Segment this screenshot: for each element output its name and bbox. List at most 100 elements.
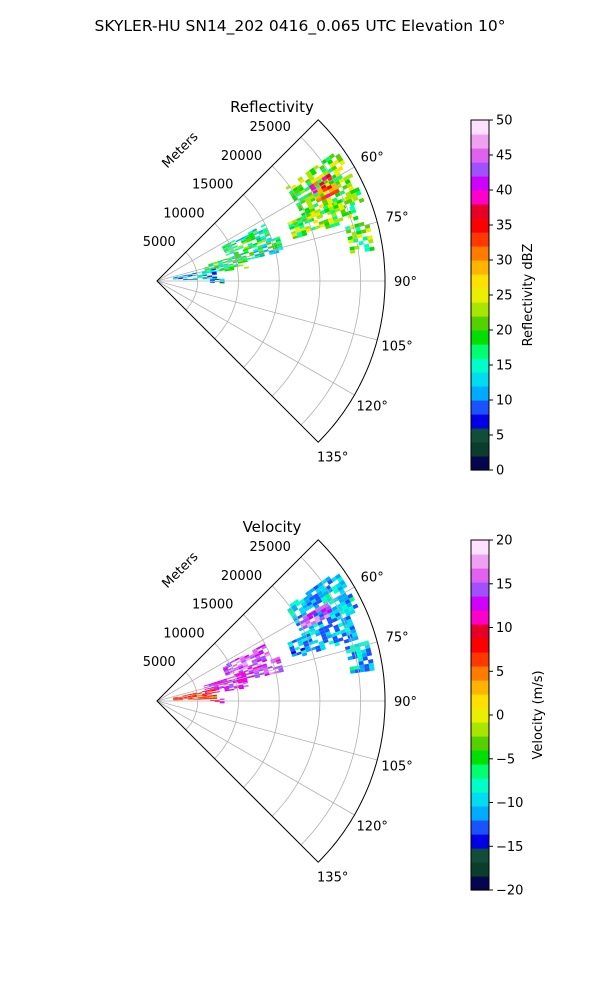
echo-cell — [197, 693, 202, 695]
echo-cell — [256, 663, 262, 667]
echo-cell — [241, 239, 247, 244]
echo-cell — [234, 252, 240, 256]
echo-cell — [334, 207, 341, 213]
echo-cell — [299, 619, 306, 625]
echo-cell — [364, 247, 370, 252]
echo-cell — [197, 698, 203, 700]
echo-cell — [212, 695, 218, 698]
echo-cell — [228, 266, 234, 269]
echo-cell — [178, 698, 183, 700]
echo-cell — [312, 601, 319, 607]
echo-cell — [250, 237, 256, 241]
echo-cell — [204, 268, 210, 271]
echo-cell — [319, 210, 326, 215]
echo-cell — [302, 624, 308, 630]
echo-cell — [332, 185, 339, 191]
echo-cell — [209, 687, 215, 690]
echo-cell — [295, 601, 301, 607]
velocity-title: Velocity — [243, 518, 302, 536]
echo-cell — [313, 164, 320, 171]
echo-cell — [347, 655, 353, 661]
echo-cell — [264, 671, 270, 675]
echo-cell — [337, 202, 344, 208]
echo-cell — [308, 625, 315, 630]
echo-cell — [257, 664, 263, 669]
echo-cell — [314, 209, 320, 214]
echo-cell — [228, 684, 234, 687]
echo-cell — [349, 189, 356, 195]
echo-cell — [340, 601, 347, 607]
echo-cell — [230, 251, 235, 255]
echo-cell — [360, 649, 367, 654]
azimuth-line — [156, 586, 355, 702]
echo-cell — [192, 272, 197, 275]
reflectivity-title: Reflectivity — [230, 98, 314, 116]
range-tick-label: 15000 — [192, 178, 233, 193]
echo-cell — [319, 630, 326, 635]
azimuth-line — [156, 221, 378, 282]
colorbar-swatch — [471, 638, 489, 653]
echo-cell — [251, 659, 257, 663]
echo-cell — [197, 277, 203, 279]
colorbar-swatch — [471, 274, 489, 289]
colorbar-swatch — [471, 820, 489, 835]
echo-cell — [328, 187, 334, 193]
echo-cell — [224, 269, 230, 272]
echo-cell — [182, 694, 188, 696]
echo-cell — [222, 665, 228, 669]
range-tick-label: 10000 — [163, 206, 204, 221]
echo-cell — [178, 277, 183, 279]
echo-cell — [261, 645, 267, 650]
echo-cell — [315, 194, 321, 200]
echo-cell — [299, 598, 305, 604]
azimuth-line — [156, 700, 355, 816]
azimuth-line — [156, 700, 378, 761]
echo-cell — [238, 246, 244, 250]
echo-cell — [229, 669, 235, 673]
colorbar-tick-label: 5 — [496, 665, 504, 680]
echo-cell — [243, 684, 249, 688]
echo-cell — [323, 613, 330, 619]
echo-cell — [227, 258, 233, 261]
echo-cell — [325, 173, 332, 179]
echo-cell — [334, 641, 340, 647]
colorbar-swatch — [471, 848, 489, 863]
reflectivity-range-label: Meters — [160, 129, 202, 171]
echo-cell — [343, 607, 350, 614]
velocity-labels: 5000 10000 15000 20000 25000 60° 75° 90° 105° 120… — [143, 540, 417, 886]
echo-cell — [299, 189, 306, 195]
echo-cell — [352, 215, 359, 221]
echo-cell — [187, 698, 193, 700]
echo-cell — [326, 196, 332, 202]
echo-cell — [192, 278, 198, 280]
echo-cell — [348, 605, 354, 612]
figure-title: SKYLER-HU SN14_202 0416_0.065 UTC Elevat… — [95, 17, 506, 36]
echo-cell — [305, 209, 311, 215]
echo-cell — [257, 246, 263, 251]
echo-cell — [224, 688, 230, 691]
echo-cell — [304, 598, 311, 604]
echo-cell — [294, 646, 301, 651]
echo-cell — [229, 688, 235, 691]
echo-cell — [237, 261, 243, 264]
echo-cell — [254, 653, 260, 658]
echo-cell — [173, 697, 178, 699]
echo-cell — [305, 170, 312, 176]
echo-cell — [231, 256, 237, 260]
echo-cell — [328, 220, 335, 225]
echo-cell — [247, 230, 253, 235]
echo-cell — [192, 696, 198, 698]
echo-cell — [233, 263, 239, 267]
echo-cell — [258, 649, 264, 654]
echo-cell — [318, 203, 325, 209]
echo-cell — [234, 672, 240, 676]
echo-cell — [295, 191, 302, 197]
echo-cell — [315, 647, 322, 653]
echo-cell — [236, 256, 242, 260]
echo-cell — [222, 666, 228, 670]
echo-cell — [249, 674, 255, 678]
echo-cell — [356, 230, 362, 235]
echo-cell — [238, 669, 244, 673]
echo-cell — [213, 262, 219, 265]
echo-cell — [329, 611, 335, 617]
